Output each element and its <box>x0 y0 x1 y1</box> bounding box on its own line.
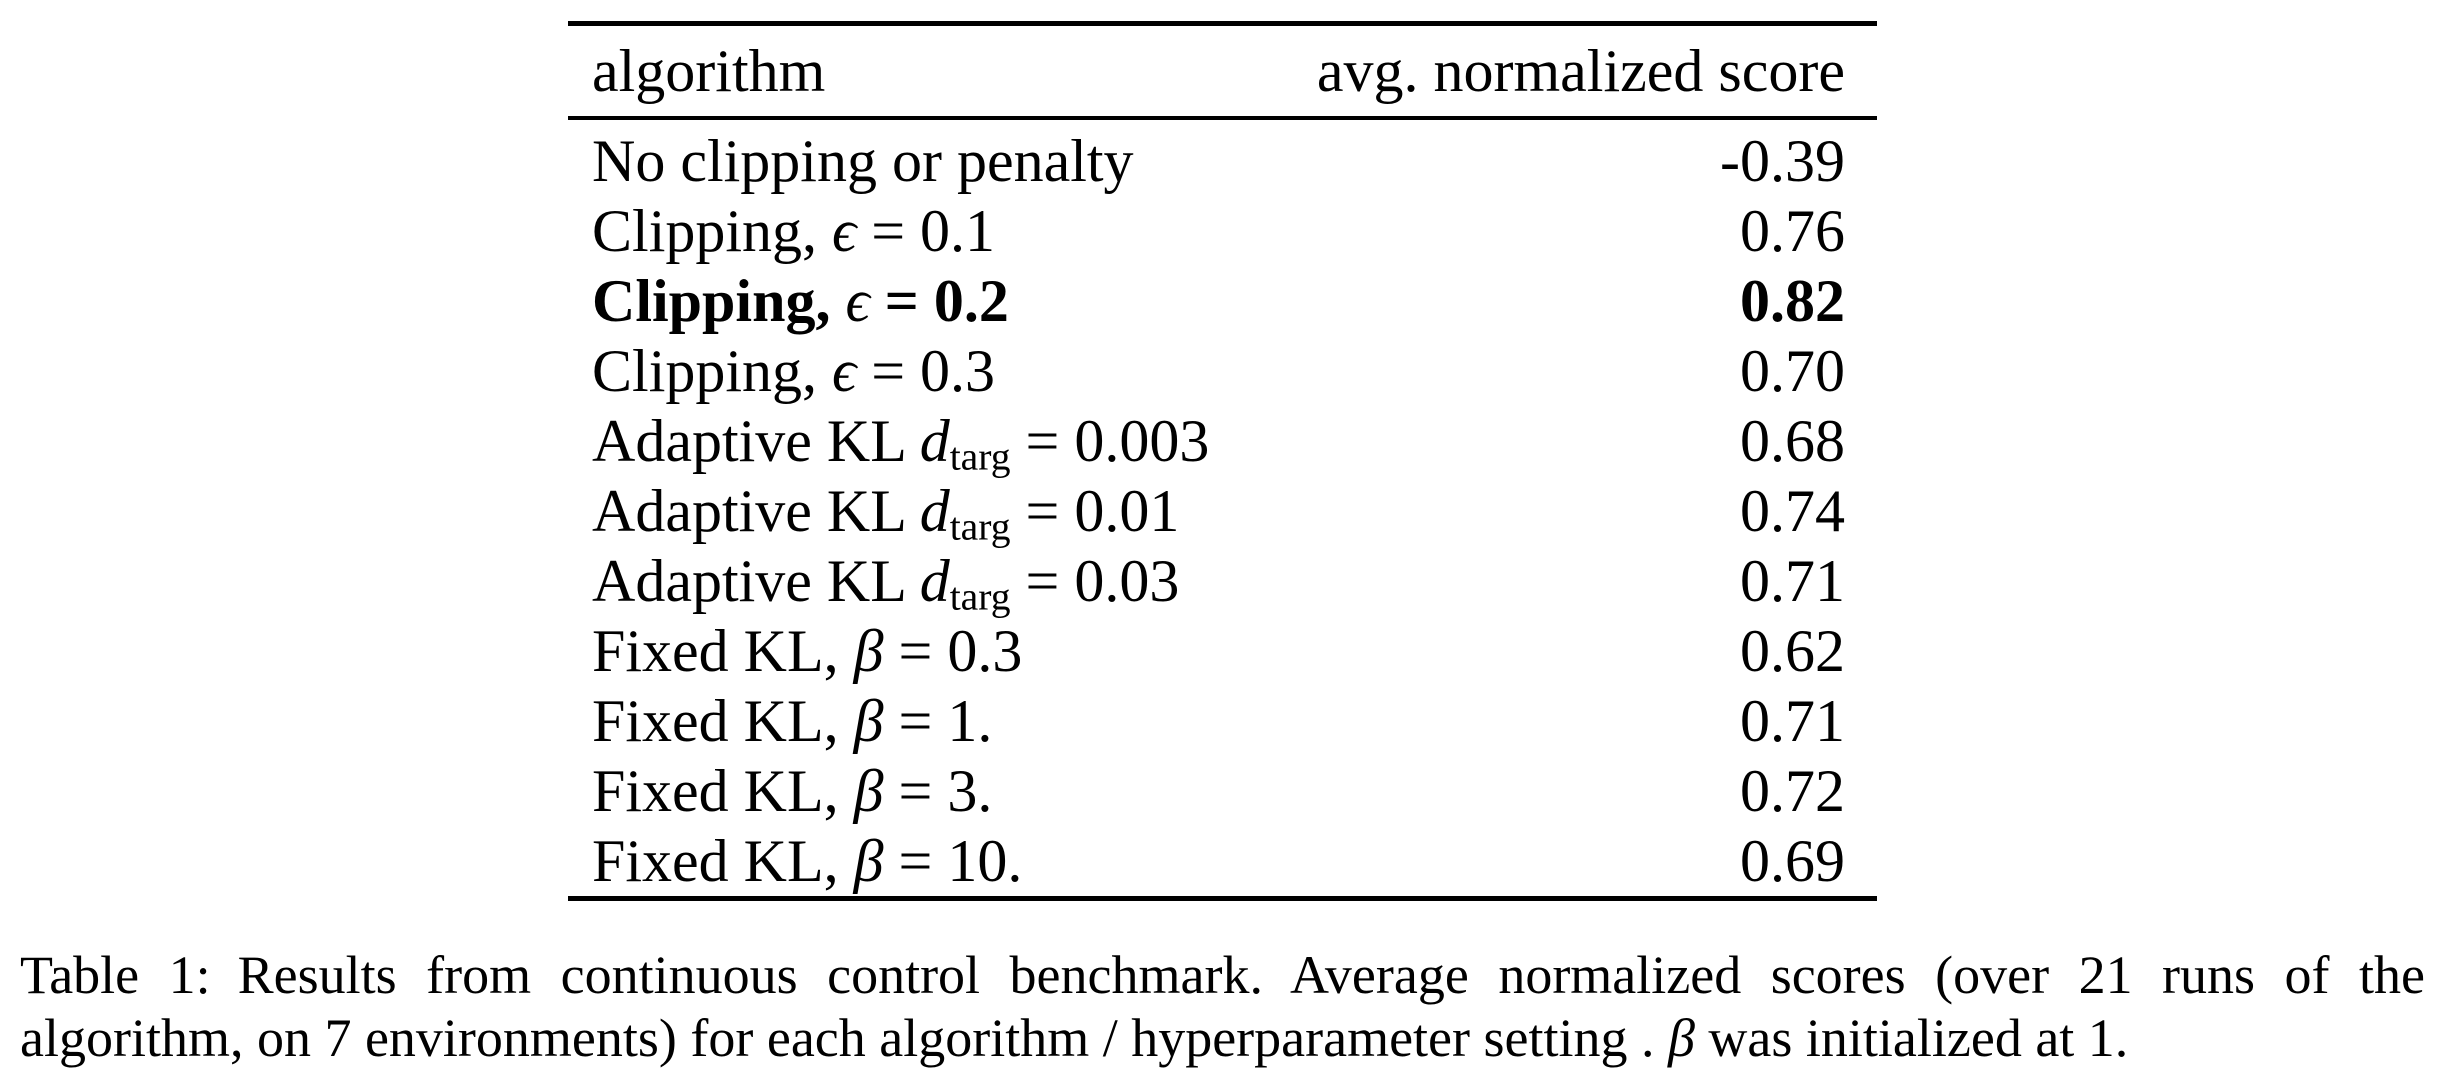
table-body: No clipping or penalty -0.39 Clipping, ϵ =… <box>568 120 1877 896</box>
algorithm-cell: Clipping, ϵ = 0.1 <box>592 196 995 266</box>
text-run: No clipping or penalty <box>592 128 1134 194</box>
table-row: Adaptive KL dtarg = 0.003 0.68 <box>568 406 1877 479</box>
text-run: Adaptive KL <box>592 408 920 474</box>
table-row: Fixed KL, β = 0.3 0.62 <box>568 616 1877 686</box>
table-bottom-rule <box>568 896 1877 901</box>
math-subscript: targ <box>949 504 1011 549</box>
algorithm-cell: Adaptive KL dtarg = 0.03 <box>592 546 1180 619</box>
table-row: Adaptive KL dtarg = 0.03 0.71 <box>568 546 1877 619</box>
text-run: = 0.3 <box>856 338 996 404</box>
text-run: Clipping, <box>592 268 846 334</box>
results-table: algorithm avg. normalized score No clipp… <box>568 21 1877 901</box>
text-run: was initialized at 1. <box>1694 1008 2129 1068</box>
score-cell: 0.62 <box>1740 618 1845 684</box>
math-variable: d <box>919 408 950 474</box>
math-variable: β <box>853 688 884 754</box>
text-run: Adaptive KL <box>592 548 920 614</box>
score-cell: 0.76 <box>1740 198 1845 264</box>
text-run: algorithm, on 7 environments) for each a… <box>20 1008 1669 1068</box>
math-variable: β <box>853 618 884 684</box>
text-run: = 0.003 <box>1010 408 1210 474</box>
algorithm-cell: Fixed KL, β = 10. <box>592 826 1022 896</box>
table-row: Clipping, ϵ = 0.1 0.76 <box>568 196 1877 266</box>
math-variable: β <box>853 828 884 894</box>
score-cell: 0.71 <box>1740 688 1845 754</box>
math-variable: ϵ <box>832 338 857 404</box>
table-row: Clipping, ϵ = 0.2 0.82 <box>568 266 1877 336</box>
caption-line-2: algorithm, on 7 environments) for each a… <box>20 1007 2425 1070</box>
score-cell: 0.70 <box>1740 338 1845 404</box>
table-header-rule <box>568 116 1877 120</box>
math-variable: ϵ <box>845 268 870 334</box>
table-caption: Table 1: Results from continuous control… <box>20 944 2425 1070</box>
score-cell: 0.72 <box>1740 758 1845 824</box>
text-run: Adaptive KL <box>592 478 920 544</box>
score-cell: -0.39 <box>1720 128 1845 194</box>
math-variable: d <box>919 548 950 614</box>
algorithm-cell: No clipping or penalty <box>592 126 1134 196</box>
algorithm-cell: Adaptive KL dtarg = 0.01 <box>592 476 1180 549</box>
algorithm-cell: Clipping, ϵ = 0.3 <box>592 336 995 406</box>
score-cell: 0.69 <box>1740 828 1845 894</box>
caption-line-1: Table 1: Results from continuous control… <box>20 945 2425 1005</box>
math-variable: β <box>1668 1008 1695 1068</box>
text-run: Fixed KL, <box>592 758 854 824</box>
algorithm-cell: Clipping, ϵ = 0.2 <box>592 266 1009 336</box>
math-subscript: targ <box>949 434 1011 479</box>
text-run: Fixed KL, <box>592 688 854 754</box>
table-row: Clipping, ϵ = 0.3 0.70 <box>568 336 1877 406</box>
score-cell: 0.71 <box>1740 548 1845 614</box>
algorithm-cell: Fixed KL, β = 3. <box>592 756 992 826</box>
text-run: = 0.2 <box>869 268 1009 334</box>
score-cell: 0.68 <box>1740 408 1845 474</box>
text-run: Clipping, <box>592 338 833 404</box>
table-row: Adaptive KL dtarg = 0.01 0.74 <box>568 476 1877 549</box>
table-row: Fixed KL, β = 3. 0.72 <box>568 756 1877 826</box>
text-run: = 0.01 <box>1010 478 1180 544</box>
header-score-column: avg. normalized score <box>1316 38 1845 104</box>
text-run: Fixed KL, <box>592 618 854 684</box>
math-subscript: targ <box>949 574 1011 619</box>
header-algorithm-column: algorithm <box>592 38 826 104</box>
text-run: = 0.03 <box>1010 548 1180 614</box>
table-top-rule <box>568 21 1877 26</box>
score-cell: 0.82 <box>1740 268 1845 334</box>
text-run: = 1. <box>883 688 993 754</box>
text-run: = 0.1 <box>856 198 996 264</box>
algorithm-cell: Adaptive KL dtarg = 0.003 <box>592 406 1210 479</box>
text-run: = 3. <box>883 758 993 824</box>
table-row: Fixed KL, β = 1. 0.71 <box>568 686 1877 756</box>
table-row: Fixed KL, β = 10. 0.69 <box>568 826 1877 896</box>
text-run: = 10. <box>883 828 1023 894</box>
algorithm-cell: Fixed KL, β = 1. <box>592 686 992 756</box>
score-cell: 0.74 <box>1740 478 1845 544</box>
math-variable: β <box>853 758 884 824</box>
text-run: Clipping, <box>592 198 833 264</box>
algorithm-cell: Fixed KL, β = 0.3 <box>592 616 1022 686</box>
text-run: Fixed KL, <box>592 828 854 894</box>
table-row: No clipping or penalty -0.39 <box>568 126 1877 196</box>
table-header-row: algorithm avg. normalized score <box>568 26 1877 116</box>
text-run: = 0.3 <box>883 618 1023 684</box>
math-variable: d <box>919 478 950 544</box>
math-variable: ϵ <box>832 198 857 264</box>
